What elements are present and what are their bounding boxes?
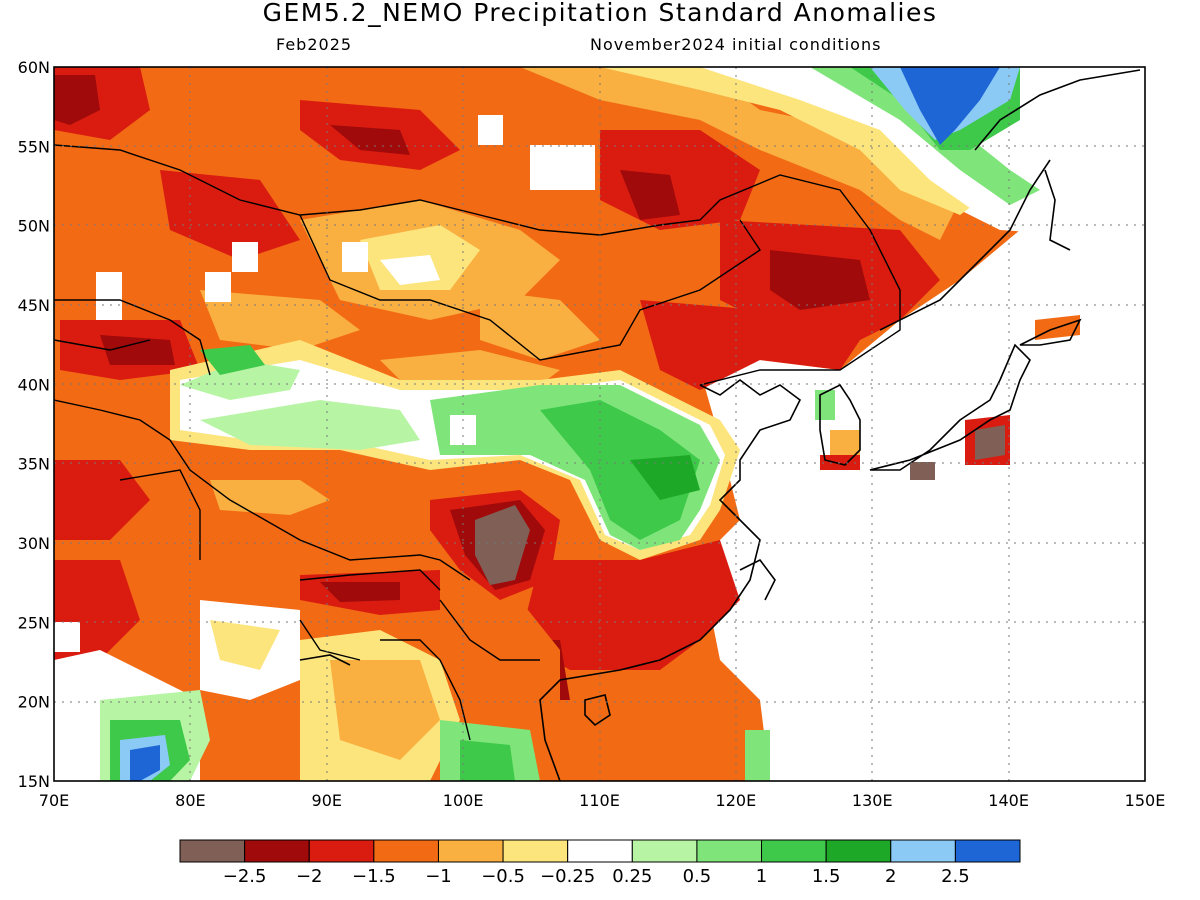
lat-tick-label: 20N	[18, 693, 50, 712]
lat-tick-label: 55N	[18, 137, 50, 156]
lat-tick-label: 35N	[18, 455, 50, 474]
lat-tick-label: 50N	[18, 217, 50, 236]
colorbar-swatch	[761, 839, 827, 863]
initial-conditions: November2024 initial conditions	[590, 35, 882, 54]
lon-tick-label: 110E	[579, 791, 620, 810]
lat-tick-label: 60N	[18, 58, 50, 77]
colorbar-label: −2.5	[223, 866, 267, 887]
colorbar-swatch	[567, 839, 633, 863]
colorbar-label: 0.5	[683, 866, 712, 887]
colorbar-swatch	[890, 839, 956, 863]
lon-tick-label: 130E	[852, 791, 893, 810]
colorbar-swatch	[308, 839, 375, 863]
forecast-month: Feb2025	[276, 35, 353, 54]
colorbar-label: −0.5	[481, 866, 525, 887]
colorbar-swatch	[437, 839, 504, 863]
colorbar-swatch	[696, 839, 763, 863]
lon-tick-label: 90E	[312, 791, 342, 810]
colorbar-label: 0.25	[612, 866, 652, 887]
lat-tick-label: 25N	[18, 613, 50, 632]
colorbar-swatch	[631, 839, 698, 863]
lon-tick-label: 140E	[988, 791, 1029, 810]
lat-tick-label: 30N	[18, 534, 50, 553]
colorbar-swatch	[179, 839, 246, 863]
lon-tick-label: 70E	[39, 791, 69, 810]
colorbar-label: −1.5	[352, 866, 396, 887]
colorbar-swatch	[825, 839, 892, 863]
colorbar-label: −0.25	[540, 866, 595, 887]
colorbar-label: 2.5	[941, 866, 970, 887]
lon-tick-label: 80E	[175, 791, 205, 810]
map-title: GEM5.2_NEMO Precipitation Standard Anoma…	[262, 0, 938, 27]
lat-tick-label: 15N	[18, 772, 50, 791]
longitude-labels: 70E 80E 90E 100E 110E 120E 130E 140E 150E	[39, 791, 1166, 810]
colorbar-swatch	[373, 839, 439, 863]
colorbar-swatch	[502, 839, 569, 863]
lat-tick-label: 40N	[18, 375, 50, 394]
lat-tick-label: 45N	[18, 296, 50, 315]
lon-tick-label: 150E	[1125, 791, 1166, 810]
colorbar: −2.5 −2 −1.5 −1 −0.5 −0.25 0.25 0.5 1 1.5 2 2.5	[179, 839, 1021, 887]
colorbar-label: 2	[885, 866, 896, 887]
colorbar-swatch	[244, 839, 310, 863]
colorbar-swatch	[954, 839, 1021, 863]
colorbar-label: 1	[756, 866, 767, 887]
colorbar-label: −2	[296, 866, 323, 887]
latitude-labels: 60N 55N 50N 45N 40N 35N 30N 25N 20N 15N	[18, 58, 50, 791]
colorbar-label: −1	[425, 866, 452, 887]
graticule	[54, 67, 1145, 781]
lon-tick-label: 120E	[716, 791, 757, 810]
coastlines	[299, 69, 1141, 781]
map-frame	[53, 66, 1146, 782]
borders	[54, 144, 901, 741]
lon-tick-label: 100E	[443, 791, 484, 810]
colorbar-label: 1.5	[812, 866, 841, 887]
